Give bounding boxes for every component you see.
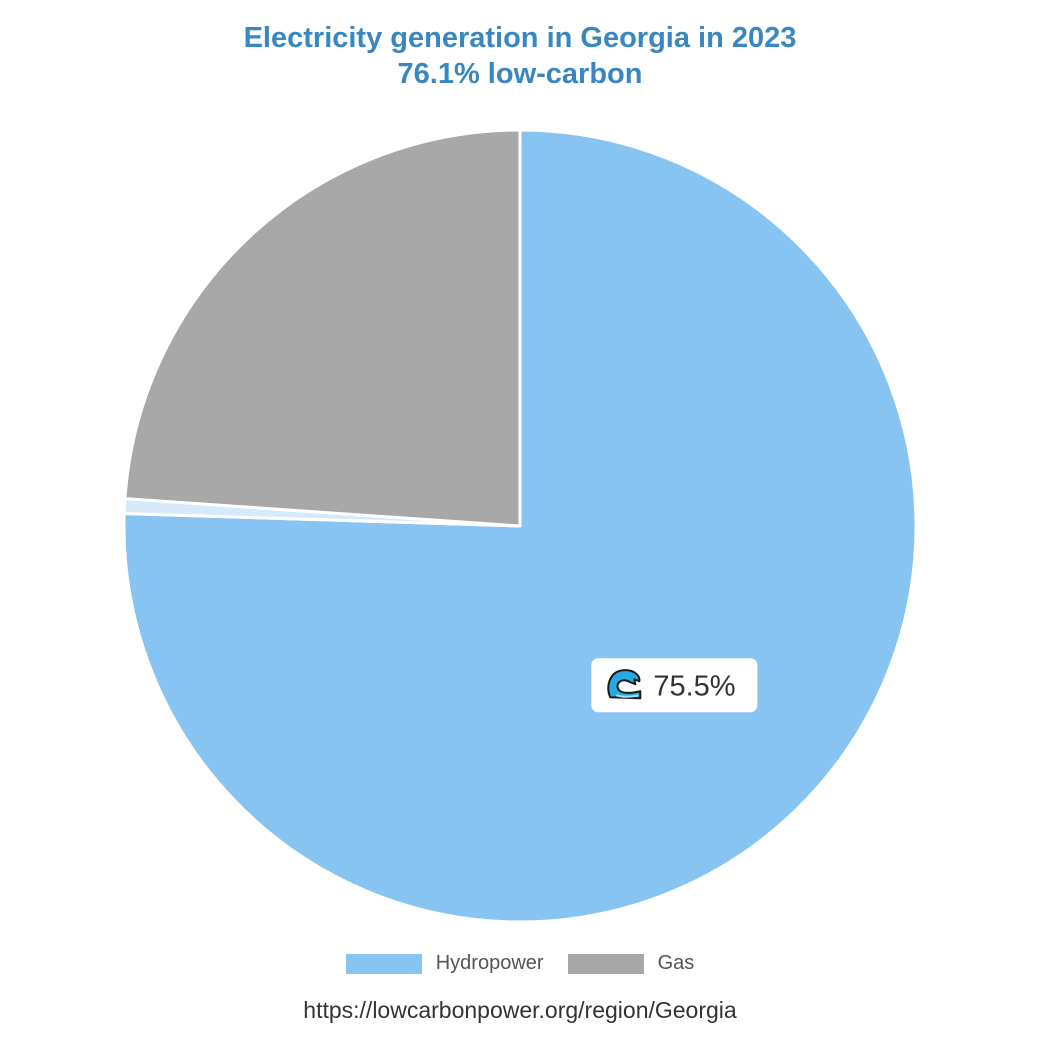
water-wave-icon: [607, 669, 642, 700]
legend-swatch-hydropower: [345, 953, 422, 974]
legend-item-gas[interactable]: Gas: [567, 952, 695, 975]
legend-item-hydropower[interactable]: Hydropower: [345, 952, 544, 975]
chart-title-block: Electricity generation in Georgia in 202…: [0, 20, 1040, 92]
legend-label-gas: Gas: [657, 952, 695, 974]
legend: Hydropower Gas: [0, 952, 1040, 975]
chart-title: Electricity generation in Georgia in 202…: [243, 22, 797, 54]
data-label-hydropower: 75.5%: [591, 658, 758, 713]
legend-swatch-gas: [567, 953, 644, 974]
source-url[interactable]: https://lowcarbonpower.org/region/Georgi…: [303, 997, 737, 1023]
legend-label-hydropower: Hydropower: [435, 952, 544, 974]
pie-slice-hydropower[interactable]: [122, 128, 918, 924]
pie-slice-gas[interactable]: [123, 128, 522, 528]
chart-subtitle: 76.1% low-carbon: [397, 58, 643, 90]
data-label-text: 75.5%: [653, 670, 735, 702]
pie-chart: 75.5%: [122, 128, 918, 924]
